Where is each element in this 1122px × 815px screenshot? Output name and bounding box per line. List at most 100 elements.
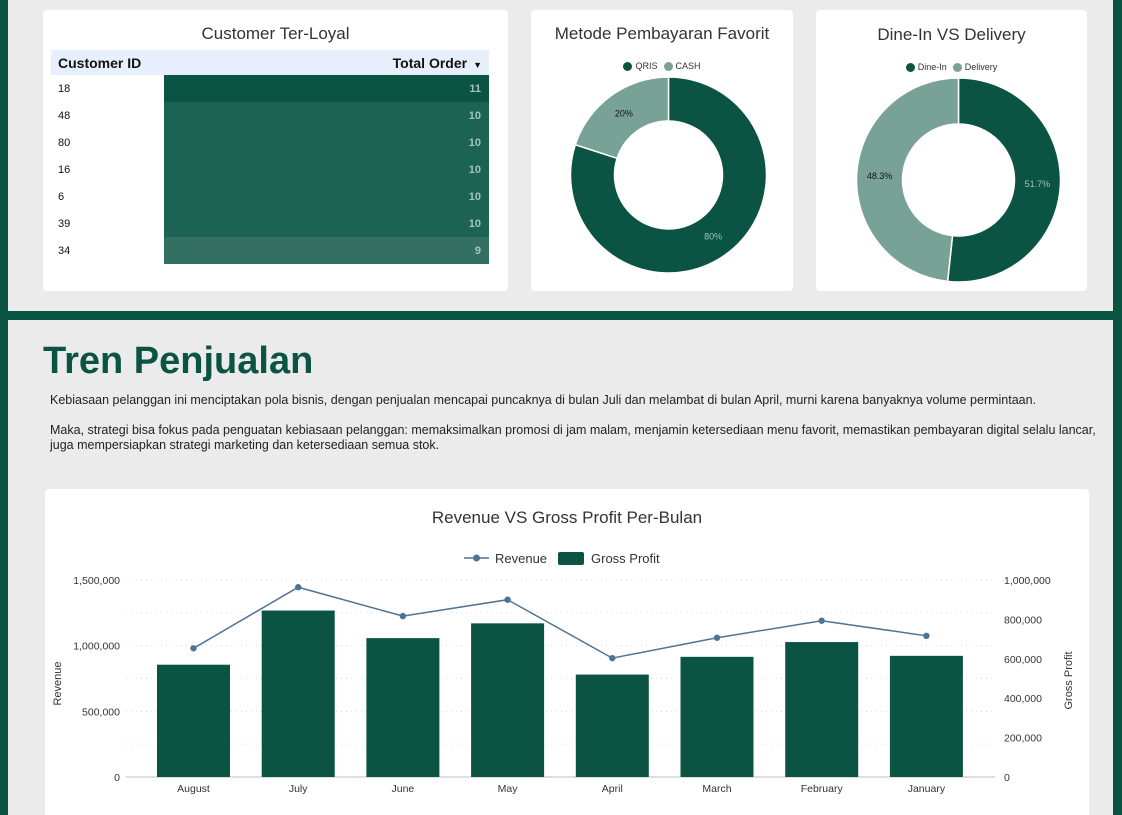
dine-delivery-donut-chart[interactable]: 51.7% 48.3% [816, 10, 1087, 291]
gross-profit-bar[interactable] [680, 656, 754, 777]
total-order-header-label: Total Order [392, 54, 468, 71]
caret-down-icon[interactable]: ▼ [473, 59, 482, 70]
total-order-cell: 10 [164, 210, 489, 237]
y2-tick-label: 800,000 [1004, 614, 1042, 626]
section-heading: Tren Penjualan [43, 340, 314, 382]
insight-paragraph-2: Maka, strategi bisa fokus pada penguatan… [50, 423, 1096, 452]
legend-item-dine-in[interactable]: Dine-In [905, 62, 947, 72]
y2-tick-label: 0 [1004, 772, 1010, 784]
legend-label: Delivery [964, 62, 998, 72]
revenue-legend-marker-icon [473, 554, 480, 562]
revenue-point[interactable] [923, 632, 930, 640]
donut-slice-cash[interactable] [574, 76, 670, 160]
gross-profit-legend-icon [558, 552, 584, 565]
x-tick-label: July [289, 783, 308, 795]
gross-profit-bar[interactable] [471, 623, 545, 777]
gross-profit-bar[interactable] [366, 638, 440, 777]
loyal-customer-table: Customer ID Total Order ▼ 18 11 48 10 80 10 16 1… [51, 50, 489, 264]
dine-legend: Dine-In Delivery [816, 62, 1087, 72]
revenue-point[interactable] [504, 596, 511, 603]
y2-tick-label: 1,000,000 [1004, 575, 1051, 587]
revenue-point[interactable] [713, 634, 721, 641]
table-row[interactable]: 6 10 [51, 183, 489, 210]
table-row[interactable]: 34 9 [51, 237, 489, 264]
y-tick-label: 0 [114, 772, 120, 784]
x-tick-label: May [498, 783, 519, 795]
total-order-cell: 10 [164, 129, 489, 156]
dine-delivery-title: Dine-In VS Delivery [877, 25, 1026, 44]
revenue-line [193, 586, 927, 659]
x-tick-label: January [908, 783, 946, 795]
revenue-point[interactable] [399, 612, 407, 620]
y-tick-label: 500,000 [82, 706, 120, 718]
legend-revenue[interactable]: Revenue [495, 551, 547, 566]
revenue-profit-chart[interactable]: 0 500,000 1,000,000 1,500,000 0 200,000 400,00… [45, 489, 1089, 815]
legend-gross-profit[interactable]: Gross Profit [591, 551, 660, 566]
payment-method-card: Metode Pembayaran Favorit QRIS CASH 80% 2… [531, 10, 793, 291]
y2-tick-label: 400,000 [1004, 693, 1042, 705]
revenue-point[interactable] [609, 654, 616, 662]
payment-donut-chart[interactable]: 80% 20% [531, 10, 793, 291]
legend-dot-icon [952, 62, 962, 72]
payment-method-title: Metode Pembayaran Favorit [554, 24, 770, 43]
payment-legend: QRIS CASH [531, 61, 793, 71]
donut-slice-qris[interactable] [569, 76, 768, 274]
legend-label: QRIS [635, 61, 658, 71]
y2-tick-label: 600,000 [1004, 654, 1042, 666]
legend-item-delivery[interactable]: Delivery [952, 62, 998, 72]
customer-id-cell: 6 [58, 190, 65, 203]
table-row[interactable]: 80 10 [51, 129, 489, 156]
table-row[interactable]: 16 10 [51, 156, 489, 183]
gross-profit-bar[interactable] [889, 655, 963, 777]
x-tick-label: June [392, 783, 415, 795]
y2-tick-label: 200,000 [1004, 733, 1042, 745]
total-order-header[interactable]: Total Order ▼ [393, 55, 482, 71]
gross-profit-bar[interactable] [261, 610, 335, 777]
loyal-customer-card: Customer Ter-Loyal Customer ID Total Ord… [43, 10, 508, 291]
legend-label: Dine-In [917, 62, 947, 72]
revenue-point[interactable] [295, 584, 302, 591]
gross-profit-bar[interactable] [157, 664, 230, 777]
legend-item-cash[interactable]: CASH [663, 61, 701, 71]
x-tick-label: August [177, 783, 210, 795]
x-tick-label: March [702, 783, 731, 795]
customer-id-cell: 48 [58, 109, 71, 122]
revenue-profit-title: Revenue VS Gross Profit Per-Bulan [431, 508, 703, 527]
customer-id-cell: 80 [58, 136, 71, 149]
y-tick-label: 1,500,000 [73, 575, 120, 587]
legend-dot-icon [623, 61, 633, 71]
revenue-profit-card: Revenue VS Gross Profit Per-Bulan 0 500,0… [45, 489, 1089, 815]
insight-paragraph-1: Kebiasaan pelanggan ini menciptakan pola… [50, 393, 1037, 407]
table-row[interactable]: 18 11 [51, 75, 489, 102]
dine-delivery-card: Dine-In VS Delivery Dine-In Delivery 51.… [816, 10, 1087, 291]
legend-label: CASH [675, 61, 701, 71]
customer-id-cell: 16 [58, 163, 71, 176]
table-header: Customer ID Total Order ▼ [51, 50, 489, 75]
y-axis-title: Revenue [52, 661, 64, 705]
gross-profit-bar[interactable] [575, 674, 649, 777]
donut-slice-delivery[interactable] [855, 77, 960, 283]
table-body: 18 11 48 10 80 10 16 10 6 10 39 10 34 9 [51, 75, 489, 264]
slice-label: 20% [615, 109, 633, 119]
slice-label: 80% [704, 231, 722, 241]
legend-item-qris[interactable]: QRIS [623, 61, 658, 71]
y2-axis-title: Gross Profit [1063, 651, 1075, 709]
total-order-cell: 10 [164, 183, 489, 210]
donut-slice-dine-in[interactable] [946, 77, 1062, 283]
total-order-cell: 10 [164, 156, 489, 183]
x-tick-label: February [801, 783, 844, 795]
slice-label: 48.3% [867, 171, 893, 181]
loyal-customer-title: Customer Ter-Loyal [201, 24, 350, 43]
table-row[interactable]: 48 10 [51, 102, 489, 129]
slice-label: 51.7% [1025, 179, 1051, 189]
total-order-cell: 9 [164, 237, 489, 264]
customer-id-cell: 34 [58, 244, 71, 257]
gross-profit-bar[interactable] [785, 642, 859, 777]
total-order-cell: 11 [164, 75, 489, 102]
revenue-point[interactable] [818, 617, 825, 624]
table-row[interactable]: 39 10 [51, 210, 489, 237]
total-order-cell: 10 [164, 102, 489, 129]
customer-id-header[interactable]: Customer ID [58, 54, 142, 71]
revenue-point[interactable] [190, 645, 197, 652]
y-tick-label: 1,000,000 [73, 641, 120, 653]
